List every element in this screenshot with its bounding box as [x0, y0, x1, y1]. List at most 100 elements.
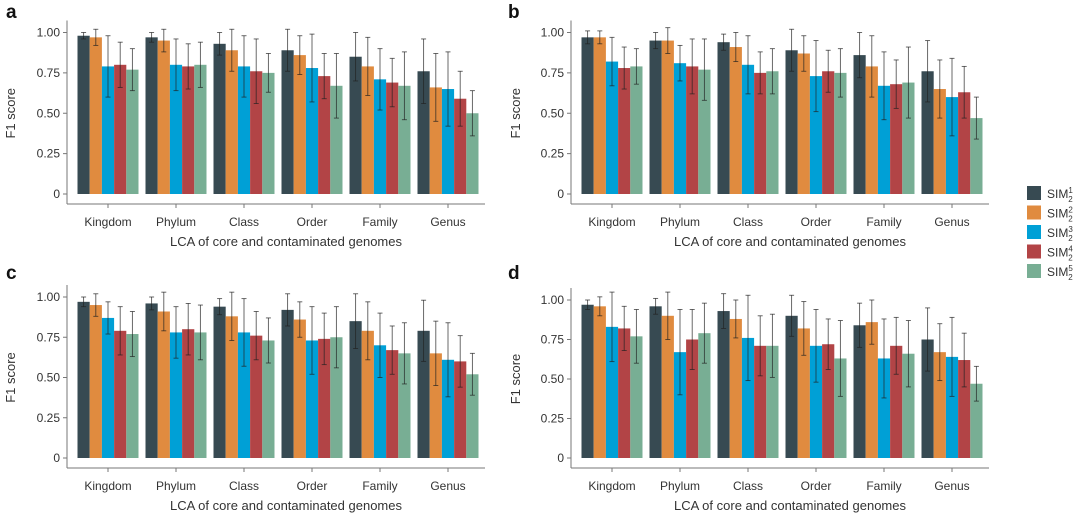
bar-b-family-sim3: [877, 85, 891, 194]
bar-c-class-sim2: [225, 316, 238, 458]
bar-b-genus-sim2: [933, 89, 946, 194]
y-axis-title: F1 score: [3, 352, 18, 403]
panel-b: b 0 0.25 0.50 0.75 1.00 F1 score Kingdom Phylum C…: [508, 2, 989, 249]
panel-letter: b: [508, 2, 520, 23]
panel-c: c 0 0.25 0.50 0.75 1.00 F1 score Kingdom Phylum C…: [3, 263, 485, 513]
legend-label: SIM1 2: [1047, 186, 1073, 204]
bar-d-order-sim2: [797, 328, 810, 458]
bar-b-order-sim1: [785, 50, 798, 194]
bar-a-genus-sim5: [466, 113, 479, 194]
bar-a-class-sim5: [262, 72, 275, 194]
bar-d-class-sim5: [766, 345, 779, 458]
y-tick-label: 0.25: [541, 412, 565, 426]
bar-a-phylum-sim1: [145, 37, 158, 194]
bar-d-phylum-sim2: [661, 315, 674, 458]
bar-d-kingdom-sim1: [581, 304, 594, 458]
bar-c-family-sim2: [361, 330, 374, 458]
bar-a-genus-sim1: [417, 71, 430, 194]
legend-swatch-sim3: [1027, 225, 1041, 239]
x-tick-label: Kingdom: [588, 479, 635, 493]
bar-b-phylum-sim1: [649, 40, 662, 195]
bar-d-class-sim2: [729, 318, 742, 458]
bar-d-genus-sim1: [921, 339, 934, 458]
bar-b-kingdom-sim3: [605, 61, 619, 194]
bar-d-family-sim2: [865, 322, 878, 458]
bar-a-order-sim4: [318, 76, 331, 194]
bar-c-class-sim1: [213, 306, 226, 458]
bar-c-order-sim5: [330, 337, 343, 458]
bar-c-kingdom-sim4: [114, 330, 127, 458]
bar-c-phylum-sim2: [157, 311, 170, 458]
bar-b-kingdom-sim1: [581, 37, 594, 194]
bar-c-phylum-sim4: [182, 329, 195, 458]
panel-letter: c: [6, 263, 17, 284]
bar-d-order-sim4: [822, 344, 835, 458]
y-tick-label: 0.25: [37, 147, 61, 161]
bar-b-class-sim4: [754, 72, 767, 194]
bar-d-order-sim5: [834, 358, 847, 458]
y-tick-label: 0.25: [541, 147, 565, 161]
x-tick-label: Class: [229, 479, 259, 493]
y-tick-label: 1.00: [541, 293, 565, 307]
bar-d-class-sim4: [754, 345, 767, 458]
bar-a-order-sim5: [330, 85, 343, 194]
x-tick-label: Phylum: [156, 215, 196, 229]
x-tick-label: Phylum: [156, 479, 196, 493]
bar-a-phylum-sim3: [169, 64, 183, 194]
bar-a-phylum-sim4: [182, 66, 195, 194]
bar-a-family-sim4: [386, 82, 399, 194]
x-tick-label: Order: [297, 215, 328, 229]
bar-a-kingdom-sim4: [114, 64, 127, 194]
bar-d-family-sim5: [902, 353, 915, 458]
x-tick-label: Genus: [430, 215, 465, 229]
bar-c-kingdom-sim2: [89, 305, 102, 458]
bar-d-phylum-sim1: [649, 306, 662, 458]
bar-a-phylum-sim5: [194, 64, 207, 194]
bar-d-kingdom-sim4: [618, 328, 631, 458]
legend-swatch-sim5: [1027, 264, 1041, 278]
bar-a-class-sim1: [213, 43, 226, 195]
bar-c-genus-sim2: [429, 353, 442, 458]
legend-label: SIM4 2: [1047, 245, 1073, 263]
bar-c-order-sim4: [318, 338, 331, 458]
x-axis-title: LCA of core and contaminated genomes: [170, 234, 402, 249]
panel-a: a 0 0.25 0.50 0.75 1.00 F1 score Kingdom Phylum C…: [3, 2, 485, 249]
y-tick-label: 0: [53, 451, 60, 465]
bar-d-order-sim3: [809, 345, 823, 458]
legend-label: SIM5 2: [1047, 264, 1073, 282]
bar-d-family-sim1: [853, 325, 866, 458]
bar-a-order-sim1: [281, 50, 294, 194]
bar-a-kingdom-sim2: [89, 37, 102, 194]
bar-d-phylum-sim3: [673, 352, 687, 458]
x-tick-label: Genus: [430, 479, 465, 493]
bar-d-order-sim1: [785, 315, 798, 458]
bar-a-family-sim1: [349, 56, 362, 194]
bar-b-family-sim2: [865, 66, 878, 194]
bar-b-genus-sim4: [958, 92, 971, 194]
panel-d: d 0 0.25 0.50 0.75 1.00 F1 score Kingdom Phylum C…: [508, 263, 989, 513]
bar-c-phylum-sim3: [169, 332, 183, 458]
y-tick-label: 0.50: [541, 372, 565, 386]
bar-b-class-sim2: [729, 47, 742, 194]
bar-b-order-sim4: [822, 71, 835, 194]
bar-b-phylum-sim3: [673, 63, 687, 195]
y-axis-title: F1 score: [3, 88, 18, 139]
bar-c-class-sim5: [262, 340, 275, 458]
bar-b-kingdom-sim4: [618, 68, 631, 194]
bar-b-class-sim5: [766, 71, 779, 194]
bar-b-order-sim5: [834, 72, 847, 194]
x-tick-label: Family: [866, 479, 901, 493]
bar-d-family-sim4: [890, 345, 903, 458]
bar-c-phylum-sim5: [194, 332, 207, 458]
y-tick-label: 0.50: [37, 371, 61, 385]
x-tick-label: Family: [866, 215, 901, 229]
x-tick-label: Order: [801, 215, 832, 229]
x-axis-title: LCA of core and contaminated genomes: [674, 234, 906, 249]
bar-a-class-sim3: [237, 66, 251, 194]
bar-d-genus-sim5: [970, 383, 983, 458]
bar-c-order-sim2: [293, 319, 306, 458]
bar-d-genus-sim3: [945, 356, 959, 458]
bar-b-genus-sim3: [945, 97, 959, 194]
bar-c-kingdom-sim3: [101, 317, 115, 458]
bar-d-family-sim3: [877, 358, 891, 458]
